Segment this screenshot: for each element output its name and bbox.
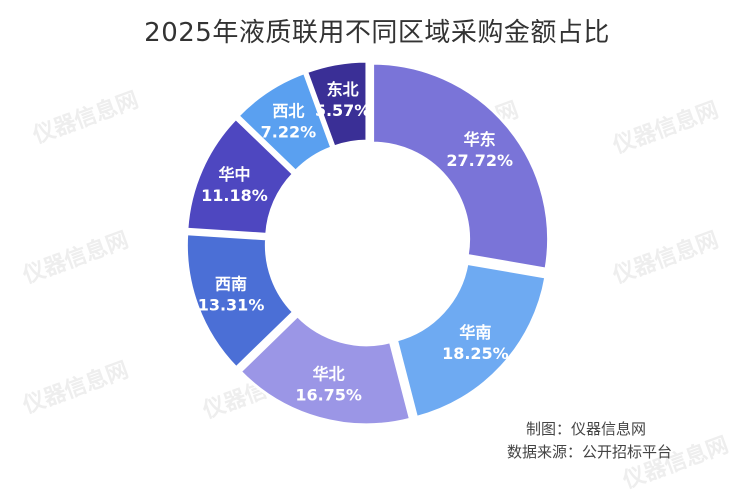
slice-东北 <box>304 59 369 149</box>
slice-value-label: 13.31% <box>198 296 265 315</box>
footer-maker: 制图：仪器信息网 <box>525 420 646 438</box>
slice-value-label: 5.57% <box>315 101 371 120</box>
footer-source: 数据来源：公开招标平台 <box>506 443 672 461</box>
slice-西北 <box>235 70 334 174</box>
slice-华南 <box>394 261 548 420</box>
chart-title: 2025年液质联用不同区域采购金额占比 <box>144 18 610 48</box>
slice-value-label: 18.25% <box>442 344 509 363</box>
slice-category-label: 华北 <box>313 365 345 384</box>
slice-value-label: 16.75% <box>295 386 362 405</box>
slice-value-label: 11.18% <box>201 186 268 205</box>
slice-category-label: 西北 <box>272 102 304 121</box>
slice-category-label: 华南 <box>459 323 491 342</box>
slice-category-label: 华中 <box>218 165 250 184</box>
slice-华东 <box>371 61 551 271</box>
slice-西南 <box>184 232 296 370</box>
slice-category-label: 西南 <box>215 275 247 294</box>
slice-category-label: 东北 <box>327 80 359 99</box>
slice-value-label: 27.72% <box>446 151 513 170</box>
slice-华北 <box>238 313 413 427</box>
slice-value-label: 7.22% <box>261 123 317 142</box>
slice-华中 <box>185 116 296 236</box>
slice-category-label: 华东 <box>464 130 496 149</box>
